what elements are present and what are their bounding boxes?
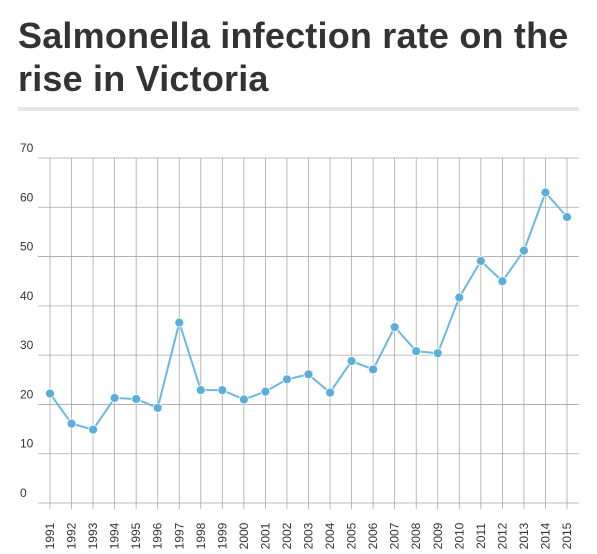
- x-tick-label: 1994: [108, 522, 122, 549]
- x-tick-label: 1997: [172, 522, 186, 549]
- x-tick-label: 2012: [495, 522, 509, 549]
- data-point: [303, 369, 314, 380]
- title-divider: [18, 107, 579, 111]
- x-tick-label: 2015: [560, 522, 574, 549]
- x-tick-label: 2003: [302, 522, 316, 549]
- data-point: [66, 418, 77, 429]
- data-point: [174, 317, 185, 328]
- x-tick-label: 2010: [452, 522, 466, 549]
- y-tick-label: 0: [20, 486, 27, 500]
- data-point: [368, 364, 379, 375]
- data-point: [540, 187, 551, 198]
- x-tick-label: 1999: [215, 522, 229, 549]
- data-point: [497, 276, 508, 287]
- data-point: [88, 424, 98, 435]
- data-point: [152, 402, 163, 413]
- data-point: [432, 348, 443, 359]
- x-tick-label: 2011: [474, 523, 488, 549]
- y-tick-label: 10: [20, 437, 34, 451]
- x-tick-label: 1998: [194, 522, 208, 549]
- x-tick-label: 2013: [517, 522, 531, 549]
- x-tick-label: 2007: [388, 522, 402, 549]
- y-axis-ticks: 0 10 20 30 40 50 60 70: [20, 141, 34, 500]
- data-point: [454, 292, 465, 303]
- x-tick-label: 1993: [86, 522, 100, 549]
- series-points: [45, 187, 572, 435]
- data-point: [519, 245, 529, 256]
- data-point: [238, 394, 249, 405]
- chart-title: Salmonella infection rate on the rise in…: [18, 15, 569, 99]
- x-tick-label: 2004: [323, 522, 337, 549]
- y-tick-label: 70: [20, 141, 34, 155]
- y-tick-label: 50: [20, 240, 34, 254]
- data-point: [325, 387, 335, 398]
- data-point: [475, 256, 486, 266]
- data-point: [282, 374, 292, 385]
- x-tick-label: 2009: [431, 522, 445, 549]
- data-point: [45, 388, 55, 399]
- grid: [38, 157, 579, 509]
- x-tick-label: 2006: [366, 522, 380, 549]
- x-tick-label: 2000: [237, 522, 251, 549]
- x-axis-ticks: 1991 1992 1993 1994 1995 1996 1997 1998 1999 2000…: [43, 522, 574, 549]
- x-tick-label: 2001: [258, 522, 272, 549]
- data-point: [131, 394, 142, 404]
- y-tick-label: 30: [20, 338, 34, 352]
- data-point: [195, 385, 206, 396]
- data-point: [562, 212, 572, 223]
- x-tick-label: 2014: [538, 522, 552, 549]
- y-tick-label: 40: [20, 289, 34, 303]
- x-tick-label: 1995: [129, 522, 143, 549]
- data-point: [217, 385, 228, 396]
- data-point: [109, 393, 120, 403]
- y-tick-label: 60: [20, 190, 34, 204]
- x-tick-label: 2008: [409, 522, 423, 549]
- x-tick-label: 2002: [280, 522, 294, 549]
- data-point: [389, 322, 400, 332]
- x-tick-label: 1996: [151, 522, 165, 549]
- data-point: [346, 356, 357, 366]
- x-tick-label: 2005: [345, 522, 359, 549]
- x-tick-label: 1992: [65, 522, 79, 549]
- y-tick-label: 20: [20, 387, 34, 401]
- x-tick-label: 1991: [43, 522, 57, 549]
- data-point: [411, 346, 422, 357]
- data-point: [260, 386, 271, 397]
